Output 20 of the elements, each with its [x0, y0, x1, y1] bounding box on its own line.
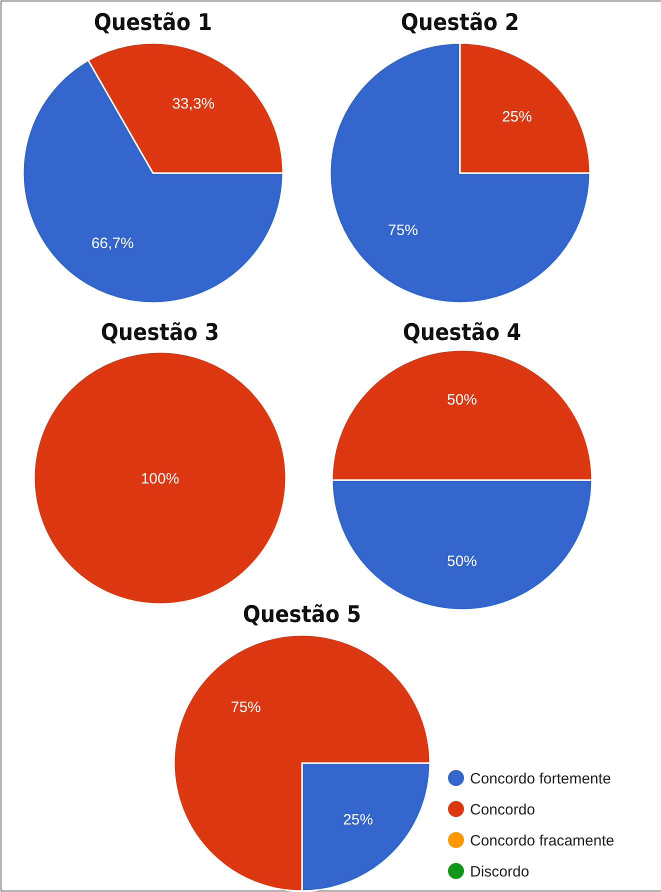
data-label: 25%: [343, 811, 374, 828]
data-label: 100%: [140, 470, 180, 488]
legend-label: Concordo fortemente: [470, 770, 611, 788]
pie-slice: [173, 634, 431, 892]
legend-label: Concordo: [470, 801, 536, 818]
data-label: 50%: [446, 392, 478, 409]
chart-title: Questão 2: [400, 10, 520, 36]
data-label: 33,3%: [172, 95, 215, 112]
data-label: 25%: [502, 108, 532, 126]
data-label: 50%: [446, 552, 478, 570]
chart-title: Questão 4: [402, 320, 522, 346]
data-label: 75%: [230, 699, 261, 716]
chart-title: Questão 1: [94, 10, 212, 36]
data-label: 66,7%: [91, 235, 134, 252]
chart-title: Questão 3: [100, 320, 220, 346]
data-label: 75%: [388, 222, 418, 240]
legend-label: Discordo: [470, 863, 530, 880]
legend-label: Concordo fracamente: [470, 832, 614, 850]
pie-slice: [329, 42, 591, 304]
chart-title: Questão 5: [242, 602, 362, 628]
